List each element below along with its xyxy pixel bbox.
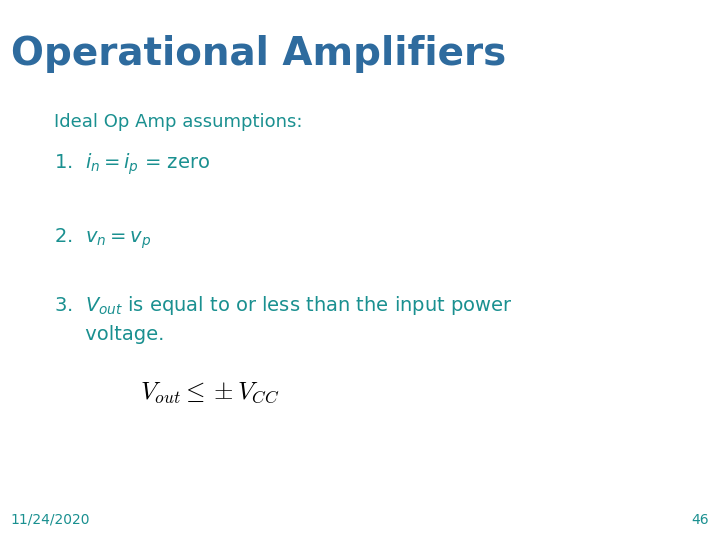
Text: 1.  $i_n = i_p$ = zero: 1. $i_n = i_p$ = zero xyxy=(54,151,210,177)
Text: 11/24/2020: 11/24/2020 xyxy=(11,512,90,526)
Text: $V_{out} \leq \pm V_{CC}$: $V_{out} \leq \pm V_{CC}$ xyxy=(140,381,280,405)
Text: 3.  $V_{out}$ is equal to or less than the input power
     voltage.: 3. $V_{out}$ is equal to or less than th… xyxy=(54,294,513,344)
Text: Ideal Op Amp assumptions:: Ideal Op Amp assumptions: xyxy=(54,113,302,131)
Text: 46: 46 xyxy=(692,512,709,526)
Text: 2.  $v_n = v_p$: 2. $v_n = v_p$ xyxy=(54,227,151,251)
Text: Operational Amplifiers: Operational Amplifiers xyxy=(11,35,506,73)
